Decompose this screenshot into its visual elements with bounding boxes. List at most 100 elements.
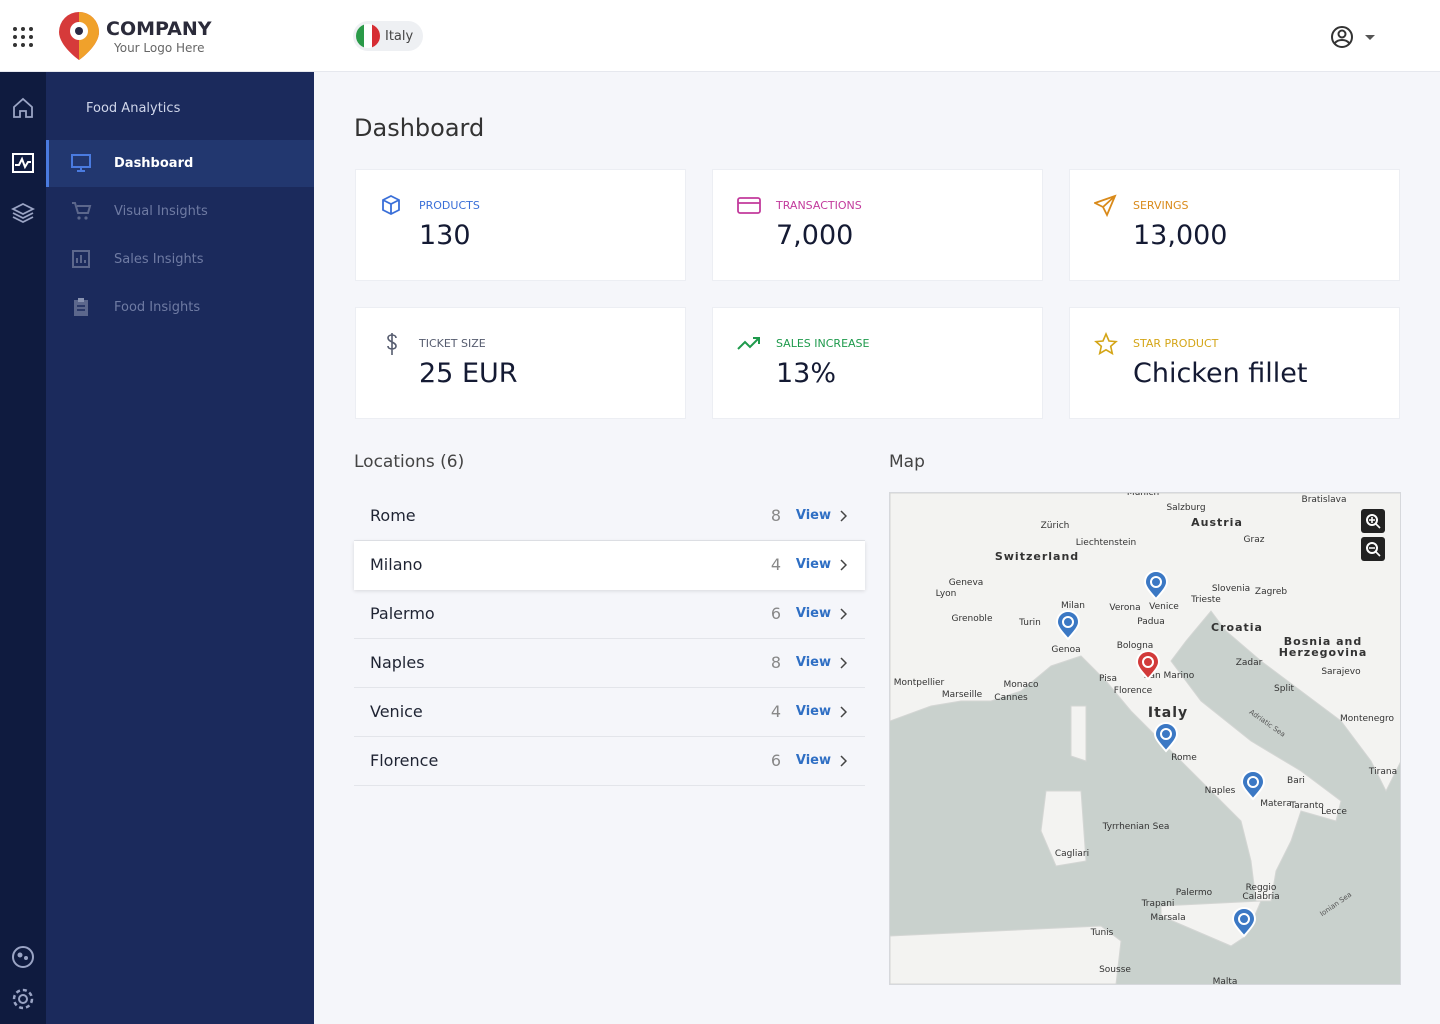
location-row[interactable]: Venice 4 View <box>354 688 865 737</box>
location-count: 6 <box>770 751 781 770</box>
map-label: Palermo <box>1176 888 1213 898</box>
view-link[interactable]: View <box>795 655 831 670</box>
locations-title: Locations (6) <box>354 452 465 472</box>
nav-label: Visual Insights <box>114 204 208 219</box>
map-label: Italy <box>1148 705 1188 721</box>
chevron <box>840 755 847 767</box>
sidebar: Food Analytics <box>46 72 314 1024</box>
map-label: Zürich <box>1041 521 1070 531</box>
location-count: 8 <box>770 506 781 525</box>
map-label: Slovenia <box>1212 584 1250 594</box>
stat-value: Chicken fillet <box>1133 358 1308 389</box>
map-label: Trapani <box>1141 899 1175 909</box>
map-label: Rome <box>1171 753 1197 763</box>
stat-card: TRANSACTIONS 7,000 <box>712 169 1043 281</box>
map-pin[interactable] <box>1240 770 1266 801</box>
home-icon[interactable] <box>11 96 35 120</box>
map-label: Bologna <box>1117 641 1154 651</box>
map-label: Tunis <box>1090 928 1114 938</box>
location-row[interactable]: Florence 6 View <box>354 737 865 786</box>
map[interactable]: Munich Bratislava Salzburg Zürich Austria Gra… <box>889 488 1402 987</box>
map-label: Liechtenstein <box>1076 538 1136 548</box>
chevron <box>840 559 847 571</box>
nav-item[interactable]: Sales Insights <box>46 236 314 283</box>
map-label: Pisa <box>1099 674 1117 684</box>
map-label: Genoa <box>1051 645 1080 655</box>
location-count: 4 <box>770 702 781 721</box>
stat-label: PRODUCTS <box>419 199 480 212</box>
location-row[interactable]: Rome 8 View <box>354 492 865 541</box>
map-pin[interactable] <box>1135 650 1161 681</box>
nav-item[interactable]: Food Insights <box>46 284 314 331</box>
view-link[interactable]: View <box>795 557 831 572</box>
map-label: Split <box>1274 684 1294 694</box>
support-icon[interactable] <box>11 945 35 969</box>
stat-icon <box>382 194 400 216</box>
location-row[interactable]: Milano 4 View <box>354 541 865 590</box>
map-label: Zagreb <box>1255 587 1287 597</box>
map-label: Bratislava <box>1302 495 1347 505</box>
map-label: Padua <box>1137 617 1164 627</box>
stat-icon <box>1094 194 1117 218</box>
country-chip[interactable]: Italy <box>353 21 423 51</box>
map-label: Tirana <box>1368 767 1397 777</box>
stat-label: TICKET SIZE <box>419 337 486 350</box>
map-label: Marseille <box>942 690 983 700</box>
location-name: Venice <box>370 702 423 721</box>
map-label: Austria <box>1191 516 1243 529</box>
layers-icon[interactable] <box>11 201 35 225</box>
map-label: Zadar <box>1236 658 1263 668</box>
map-pin[interactable] <box>1143 570 1169 601</box>
map-pin[interactable] <box>1153 722 1179 753</box>
nav-item[interactable]: Dashboard <box>46 140 314 187</box>
zoom-in[interactable] <box>1361 509 1385 533</box>
nav-item[interactable]: Visual Insights <box>46 188 314 235</box>
icon-rail <box>0 72 46 1024</box>
map-label: Milan <box>1061 601 1085 611</box>
settings-icon[interactable] <box>11 987 35 1011</box>
map-label: Herzegovina <box>1279 646 1368 659</box>
chevron <box>840 657 847 669</box>
stat-value: 13% <box>776 358 837 389</box>
top-bar: COMPANY Your Logo Here Italy <box>0 0 1440 72</box>
map-label: Montenegro <box>1340 714 1394 724</box>
location-row[interactable]: Palermo 6 View <box>354 590 865 639</box>
apps-icon[interactable] <box>12 26 34 48</box>
map-label: Reggio <box>1246 883 1277 893</box>
map-label: Taranto <box>1289 801 1324 811</box>
map-label: Naples <box>1205 786 1236 796</box>
stat-label: SALES INCREASE <box>776 337 870 350</box>
view-link[interactable]: View <box>795 606 831 621</box>
map-pin[interactable] <box>1231 907 1257 938</box>
stat-label: TRANSACTIONS <box>776 199 862 212</box>
chevron <box>840 608 847 620</box>
view-link[interactable]: View <box>795 704 831 719</box>
zoom-out[interactable] <box>1361 537 1385 561</box>
map-label: Bari <box>1287 776 1305 786</box>
brand: COMPANY <box>106 18 212 40</box>
map-label: Graz <box>1244 535 1265 545</box>
map-label: Matera <box>1260 799 1292 809</box>
map-label: Lecce <box>1321 807 1347 817</box>
analytics-icon[interactable] <box>11 151 35 175</box>
location-name: Rome <box>370 506 416 525</box>
map-label: Verona <box>1109 603 1140 613</box>
view-link[interactable]: View <box>795 508 831 523</box>
location-row[interactable]: Naples 8 View <box>354 639 865 688</box>
user-menu[interactable] <box>1329 24 1379 50</box>
map-label: Tyrrhenian Sea <box>1102 822 1170 832</box>
stat-card: TICKET SIZE 25 EUR <box>355 307 686 419</box>
chevron <box>840 510 847 522</box>
map-label: Salzburg <box>1166 503 1205 513</box>
view-link[interactable]: View <box>795 753 831 768</box>
location-name: Naples <box>370 653 425 672</box>
map-label: Calabria <box>1242 892 1279 902</box>
location-name: Palermo <box>370 604 435 623</box>
stat-value: 13,000 <box>1133 220 1228 251</box>
page-title: Dashboard <box>354 114 485 142</box>
map-pin[interactable] <box>1055 610 1081 641</box>
map-label: Sousse <box>1099 965 1131 975</box>
stat-card: SALES INCREASE 13% <box>712 307 1043 419</box>
map-label: Croatia <box>1211 621 1263 634</box>
